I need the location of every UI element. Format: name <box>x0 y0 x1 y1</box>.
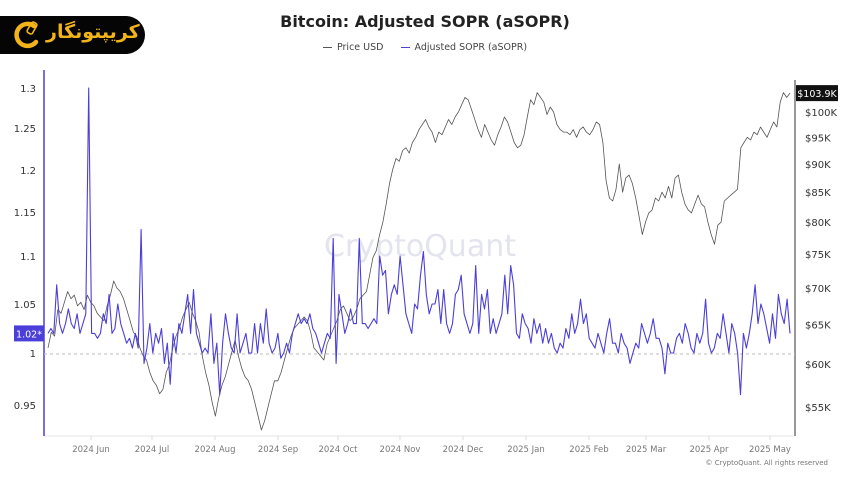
x-tick-label: 2025 Jan <box>507 445 544 455</box>
left-tick-label: 1 <box>30 349 36 360</box>
right-tick-label: $80K <box>805 218 831 229</box>
x-tick-label: 2025 May <box>749 445 791 455</box>
left-tick-label: 1.1 <box>20 252 36 263</box>
x-tick-label: 2025 Feb <box>569 445 608 455</box>
copyright-text: © CryptoQuant. All rights reserved <box>705 459 828 467</box>
x-tick-label: 2025 Apr <box>689 445 729 455</box>
right-tick-label: $70K <box>805 284 831 295</box>
brand-logo: کریپتونگار <box>0 16 145 54</box>
x-tick-label: 2025 Mar <box>626 445 667 455</box>
x-tick-label: 2024 Nov <box>380 445 421 455</box>
chart-title: Bitcoin: Adjusted SOPR (aSOPR) <box>280 12 570 31</box>
left-tick-label: 0.95 <box>14 401 36 412</box>
asopr-line <box>47 87 791 396</box>
legend-swatch-price <box>322 47 332 48</box>
x-tick-label: 2024 Sep <box>258 445 298 455</box>
right-tick-label: $65K <box>805 321 831 332</box>
left-tick-label: 1.2 <box>20 166 36 177</box>
price-current-value: $103.9K <box>797 89 837 100</box>
logo-text: کریپتونگار <box>46 21 140 43</box>
price-current-badge <box>796 85 838 102</box>
x-tick-label: 2024 Dec <box>443 445 484 455</box>
left-tick-label: 1.3 <box>20 84 36 95</box>
asopr-current-value: 1.02* <box>16 329 42 340</box>
right-tick-label: $60K <box>805 360 831 371</box>
right-tick-label: $85K <box>805 188 831 199</box>
right-tick-label: $75K <box>805 250 831 261</box>
legend-label-price: Price USD <box>336 42 384 53</box>
x-tick-label: 2024 Oct <box>318 445 358 455</box>
x-tick-label: 2024 Aug <box>195 445 236 455</box>
crypto-coin-chain-icon <box>14 21 39 49</box>
right-tick-label: $90K <box>805 160 831 171</box>
right-tick-label: $95K <box>805 133 831 144</box>
x-tick-label: 2024 Jul <box>135 445 170 455</box>
left-tick-label: 1.15 <box>14 208 36 219</box>
right-tick-label: $55K <box>805 403 831 414</box>
right-tick-label: $100K <box>805 108 837 119</box>
watermark: CryptoQuant <box>324 229 516 264</box>
legend-swatch-asopr <box>400 47 410 48</box>
legend-item-price[interactable]: Price USD <box>322 42 384 53</box>
x-tick-label: 2024 Jun <box>72 445 110 455</box>
asopr-current-badge <box>14 325 44 342</box>
left-tick-label: 1.25 <box>14 124 36 135</box>
left-tick-label: 1.05 <box>14 300 36 311</box>
chart-legend: Price USD Adjusted SOPR (aSOPR) <box>0 40 850 53</box>
legend-item-asopr[interactable]: Adjusted SOPR (aSOPR) <box>400 42 528 53</box>
legend-label-asopr: Adjusted SOPR (aSOPR) <box>414 42 528 53</box>
